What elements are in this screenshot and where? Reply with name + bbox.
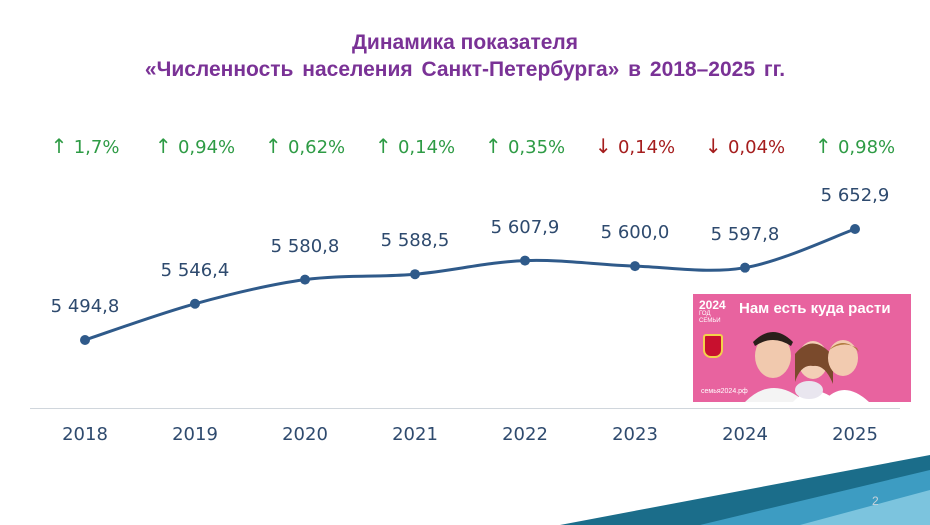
data-point-2024 xyxy=(740,262,750,273)
family-year-banner: 2024 ГОД СЕМЬИ Нам есть куда расти семья… xyxy=(693,294,911,402)
data-label-2020: 5 580,8 xyxy=(270,235,340,257)
change-value: 0,98% xyxy=(837,137,896,158)
change-badge-2021: ↑ 0,14% xyxy=(360,134,470,158)
data-label-2023: 5 600,0 xyxy=(600,222,670,244)
arrow-up-icon: ↑ xyxy=(374,134,398,158)
arrow-up-icon: ↑ xyxy=(814,134,838,158)
data-label-2022: 5 607,9 xyxy=(490,216,560,238)
series-line xyxy=(84,227,856,342)
arrow-up-icon: ↑ xyxy=(264,134,288,158)
change-value: 0,62% xyxy=(287,137,346,158)
change-badge-2020: ↑ 0,62% xyxy=(250,134,360,158)
change-value: 0,35% xyxy=(507,137,566,158)
data-label-2024: 5 597,8 xyxy=(710,223,780,245)
logo-year: 2024 xyxy=(699,298,726,312)
chart-title-line-2: «Численность населения Санкт-Петербурга»… xyxy=(144,58,786,81)
x-tick-label-2020: 2020 xyxy=(282,424,328,445)
x-tick-label-2024: 2024 xyxy=(722,424,768,445)
year-of-family-logo: 2024 ГОД СЕМЬИ xyxy=(699,299,731,325)
chart-title-line-1: Динамика показателя xyxy=(351,31,579,54)
change-value: 1,7% xyxy=(73,137,120,158)
arrow-up-icon: ↑ xyxy=(484,134,508,158)
logo-subtitle: ГОД СЕМЬИ xyxy=(699,311,721,324)
x-axis-line xyxy=(30,408,900,409)
arrow-down-icon: ↓ xyxy=(594,134,618,158)
banner-website: семья2024.рф xyxy=(701,388,748,395)
x-tick-label-2018: 2018 xyxy=(62,424,108,445)
change-badge-2025: ↑ 0,98% xyxy=(800,134,910,158)
page-number: 2 xyxy=(872,494,879,508)
data-label-2021: 5 588,5 xyxy=(380,230,450,252)
data-point-2023 xyxy=(630,261,640,272)
x-tick-label-2019: 2019 xyxy=(172,424,218,445)
data-label-2019: 5 546,4 xyxy=(160,259,230,281)
change-value: 0,14% xyxy=(617,137,676,158)
arrow-down-icon: ↓ xyxy=(704,134,728,158)
change-badge-2019: ↑ 0,94% xyxy=(140,134,250,158)
family-photo xyxy=(693,294,911,402)
data-point-2020 xyxy=(300,274,310,285)
change-value: 0,14% xyxy=(397,137,456,158)
x-tick-label-2022: 2022 xyxy=(502,424,548,445)
data-point-2018 xyxy=(80,335,90,345)
data-point-2019 xyxy=(190,298,200,309)
arrow-up-icon: ↑ xyxy=(154,134,178,158)
arrow-up-icon: ↑ xyxy=(50,134,74,158)
change-badge-2022: ↑ 0,35% xyxy=(470,134,580,158)
change-badge-2024: ↓ 0,04% xyxy=(690,134,800,158)
x-tick-label-2023: 2023 xyxy=(612,424,658,445)
data-point-2025 xyxy=(850,224,860,234)
data-label-2018: 5 494,8 xyxy=(50,296,120,317)
coat-of-arms-icon xyxy=(703,334,723,358)
banner-slogan: Нам есть куда расти xyxy=(739,300,891,317)
change-value: 0,04% xyxy=(727,137,786,158)
change-value: 0,94% xyxy=(177,137,236,158)
data-label-2025: 5 652,9 xyxy=(820,185,890,206)
x-tick-label-2025: 2025 xyxy=(832,424,878,445)
change-badge-2018: ↑ 1,7% xyxy=(30,134,140,158)
data-point-2021 xyxy=(410,269,420,280)
decor-triangle-light xyxy=(800,490,930,525)
change-badge-2023: ↓ 0,14% xyxy=(580,134,690,158)
x-tick-label-2021: 2021 xyxy=(392,424,438,445)
data-point-2022 xyxy=(520,255,530,266)
